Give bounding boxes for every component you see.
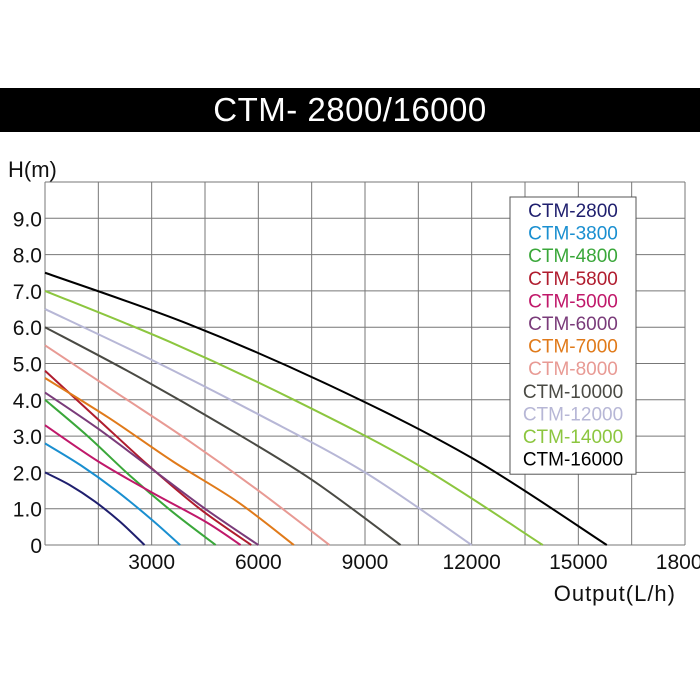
chart-title: CTM- 2800/16000 (213, 91, 487, 128)
axes: H(m) Output(L/h) 0 1.0 2.0 3.0 4.0 5.0 6.0 7.0 8.0… (8, 157, 700, 606)
legend-entry-ctm-8000: CTM-8000 (528, 359, 618, 380)
y-axis-label: H(m) (8, 157, 57, 182)
series-line-ctm-8000 (44, 344, 331, 546)
legend-entry-ctm-3800: CTM-3800 (528, 224, 618, 245)
title-bar: CTM- 2800/16000 (0, 88, 700, 132)
x-tick-label: 9000 (342, 551, 389, 574)
series-line-ctm-5000 (44, 424, 242, 546)
y-tick-label: 8.0 (13, 245, 42, 268)
legend-entry-ctm-5000: CTM-5000 (528, 291, 618, 312)
series-line-ctm-7000 (44, 377, 295, 546)
y-tick-label: 5.0 (13, 354, 42, 377)
series-line-ctm-14000 (44, 289, 544, 546)
legend-entry-ctm-5800: CTM-5800 (528, 269, 618, 290)
x-axis-label: Output(L/h) (554, 581, 676, 606)
y-tick-label: 7.0 (13, 281, 42, 304)
legend-box (509, 196, 637, 475)
y-tick-label: 9.0 (13, 208, 42, 231)
y-tick-label: 0 (30, 535, 42, 558)
x-tick-label: 3000 (128, 551, 175, 574)
x-tick-label: 12000 (442, 551, 500, 574)
y-tick-label: 6.0 (13, 317, 42, 340)
legend-entry-ctm-14000: CTM-14000 (523, 427, 623, 448)
legend-entry-ctm-6000: CTM-6000 (528, 314, 618, 335)
y-tick-label: 3.0 (13, 426, 42, 449)
legend-entry-ctm-7000: CTM-7000 (528, 337, 618, 358)
series-lines (44, 271, 608, 546)
series-line-ctm-16000 (44, 271, 608, 546)
y-tick-label: 2.0 (13, 462, 42, 485)
series-line-ctm-2800 (44, 471, 146, 546)
series-line-ctm-10000 (44, 326, 402, 546)
legend-entry-ctm-4800: CTM-4800 (528, 246, 618, 267)
y-tick-label: 4.0 (13, 390, 42, 413)
legend: CTM-2800CTM-3800CTM-4800CTM-5800CTM-5000… (509, 196, 637, 475)
x-tick-label: 6000 (235, 551, 282, 574)
x-tick-label: 18000 (656, 551, 700, 574)
series-line-ctm-6000 (44, 391, 259, 546)
series-line-ctm-3800 (44, 442, 181, 546)
legend-entry-ctm-10000: CTM-10000 (523, 382, 623, 403)
series-line-ctm-4800 (44, 399, 217, 546)
series-line-ctm-12000 (44, 308, 473, 546)
legend-entry-ctm-2800: CTM-2800 (528, 201, 618, 222)
y-tick-label: 1.0 (13, 499, 42, 522)
legend-entry-ctm-12000: CTM-12000 (523, 404, 623, 425)
x-tick-label: 15000 (549, 551, 607, 574)
legend-entry-ctm-16000: CTM-16000 (523, 450, 623, 471)
